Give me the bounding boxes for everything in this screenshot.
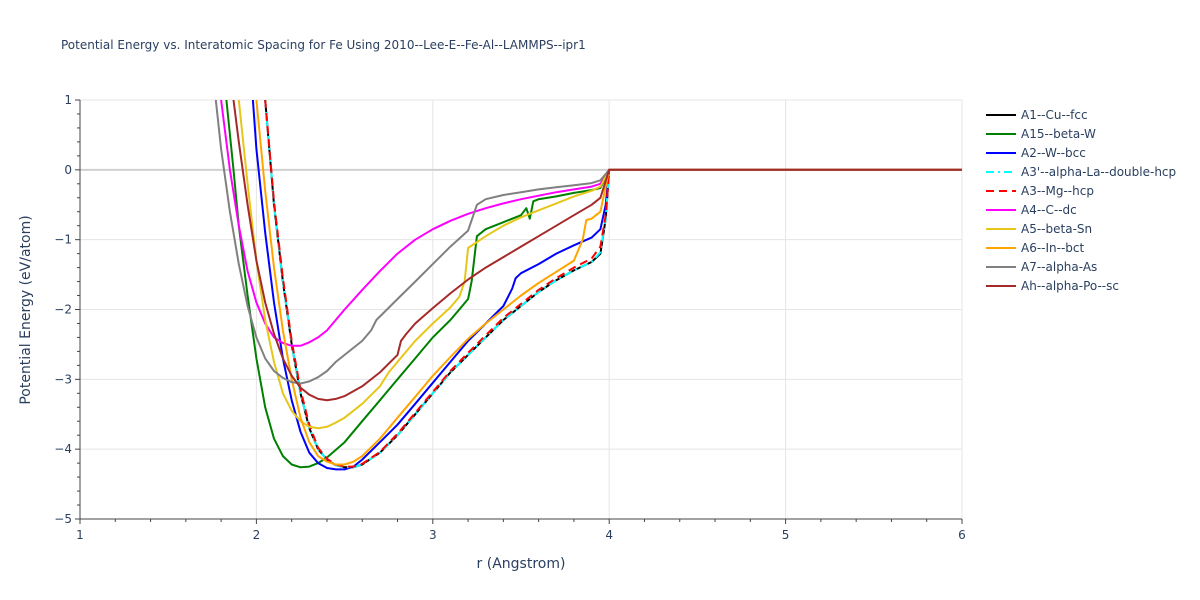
legend-label: A5--beta-Sn xyxy=(1021,222,1092,236)
x-tick-label: 2 xyxy=(253,528,261,542)
x-tick-label: 4 xyxy=(605,528,613,542)
series-line-8 xyxy=(214,100,962,385)
legend-item[interactable]: A6--In--bct xyxy=(986,241,1085,255)
series-line-7 xyxy=(255,100,962,466)
legend-item[interactable]: A2--W--bcc xyxy=(986,146,1086,160)
legend-label: A1--Cu--fcc xyxy=(1021,108,1088,122)
y-tick-label: −3 xyxy=(54,372,72,386)
x-axis-title: r (Angstrom) xyxy=(477,556,566,572)
legend-item[interactable]: A5--beta-Sn xyxy=(986,222,1092,236)
legend[interactable]: A1--Cu--fcc A15--beta-W A2--W--bcc A3'--alp… xyxy=(986,108,1176,293)
legend-item[interactable]: Ah--alpha-Po--sc xyxy=(986,279,1119,293)
x-tick-label: 1 xyxy=(76,528,84,542)
y-axis-title: Potential Energy (eV/atom) xyxy=(18,215,34,404)
tick-labels: 1 2 3 4 5 6 1 0 −1 −2 −3 −4 −5 xyxy=(54,93,966,542)
legend-item[interactable]: A3--Mg--hcp xyxy=(986,184,1094,198)
y-tick-label: −1 xyxy=(54,233,72,247)
series-line-4 xyxy=(264,100,962,468)
y-tick-label: −5 xyxy=(54,512,72,526)
grid xyxy=(80,99,963,519)
legend-label: A7--alpha-As xyxy=(1021,260,1097,274)
legend-item[interactable]: A7--alpha-As xyxy=(986,260,1097,274)
legend-label: A3'--alpha-La--double-hcp xyxy=(1021,165,1176,179)
x-tick-label: 6 xyxy=(958,528,966,542)
y-tick-label: −4 xyxy=(54,442,72,456)
legend-label: A6--In--bct xyxy=(1021,241,1085,255)
legend-label: A15--beta-W xyxy=(1021,127,1096,141)
x-tick-label: 5 xyxy=(782,528,790,542)
series-line-9 xyxy=(232,100,962,402)
axes xyxy=(75,99,963,524)
y-tick-label: 1 xyxy=(64,93,72,107)
series-line-2 xyxy=(251,100,962,471)
x-tick-label: 3 xyxy=(429,528,437,542)
legend-label: Ah--alpha-Po--sc xyxy=(1021,279,1119,293)
legend-label: A2--W--bcc xyxy=(1021,146,1086,160)
legend-label: A3--Mg--hcp xyxy=(1021,184,1094,198)
legend-item[interactable]: A3'--alpha-La--double-hcp xyxy=(986,165,1176,179)
legend-label: A4--C--dc xyxy=(1021,203,1077,217)
y-tick-label: 0 xyxy=(64,163,72,177)
y-tick-label: −2 xyxy=(54,303,72,317)
series-line-1 xyxy=(225,100,962,469)
legend-item[interactable]: A1--Cu--fcc xyxy=(986,108,1088,122)
legend-item[interactable]: A15--beta-W xyxy=(986,127,1096,141)
series-layer xyxy=(214,100,962,471)
legend-item[interactable]: A4--C--dc xyxy=(986,203,1077,217)
series-line-6 xyxy=(237,100,962,430)
series-line-5 xyxy=(220,100,962,347)
chart-title: Potential Energy vs. Interatomic Spacing… xyxy=(61,38,586,52)
